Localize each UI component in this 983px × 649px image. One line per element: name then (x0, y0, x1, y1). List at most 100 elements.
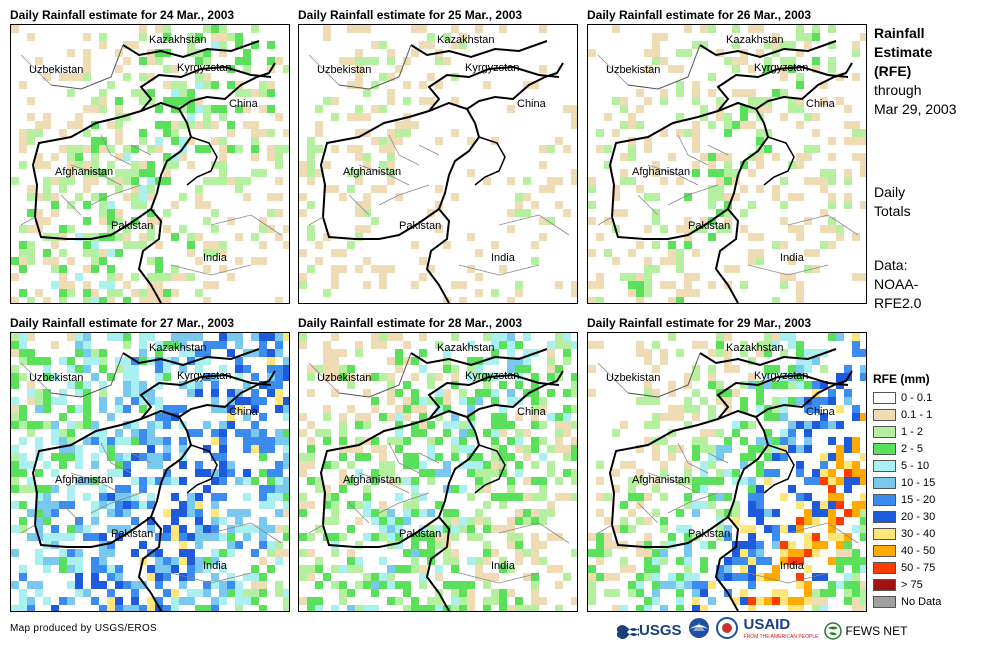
legend-item: 2 - 5 (873, 440, 941, 457)
country-boundaries (597, 40, 859, 303)
rainfall-panel-4: Daily Rainfall estimate for 27 Mar., 200… (10, 316, 294, 616)
legend-swatch (873, 561, 896, 574)
label-afghanistan: Afghanistan (55, 474, 113, 486)
legend-swatch (873, 510, 896, 523)
panel-title: Daily Rainfall estimate for 28 Mar., 200… (298, 316, 523, 330)
legend-swatch (873, 391, 896, 404)
rainfall-map: Kazakhstan Uzbekistan Kyrgyzstan China A… (298, 24, 578, 304)
panel-title: Daily Rainfall estimate for 26 Mar., 200… (587, 8, 812, 22)
legend-swatch (873, 442, 896, 455)
panel-title: Daily Rainfall estimate for 25 Mar., 200… (298, 8, 523, 22)
legend-swatch (873, 578, 896, 591)
label-kazakhstan: Kazakhstan (149, 34, 206, 46)
map-credit: Map produced by USGS/EROS (10, 623, 158, 634)
label-pakistan: Pakistan (111, 528, 153, 540)
rainfall-raster (11, 25, 289, 303)
label-china: China (517, 98, 547, 110)
legend-label: 30 - 40 (901, 527, 936, 540)
rfe-legend: RFE (mm) 0 - 0.1 0.1 - 1 1 - 2 2 - 5 5 - 10 1… (873, 372, 941, 610)
label-india: India (203, 252, 228, 264)
legend-label: 10 - 15 (901, 476, 936, 489)
label-afghanistan: Afghanistan (343, 166, 401, 178)
globe-icon (824, 621, 843, 640)
label-kyrgyzstan: Kyrgyzstan (465, 370, 519, 382)
label-china: China (229, 406, 259, 418)
label-uzbekistan: Uzbekistan (317, 64, 371, 76)
legend-title: RFE (mm) (873, 372, 930, 386)
panel-title: Daily Rainfall estimate for 27 Mar., 200… (10, 316, 235, 330)
legend-label: > 75 (901, 578, 923, 591)
legend-item: > 75 (873, 576, 941, 593)
label-pakistan: Pakistan (111, 220, 153, 232)
label-pakistan: Pakistan (688, 528, 730, 540)
legend-heading: Rainfall Estimate (RFE) through Mar 29, … (874, 25, 957, 117)
legend-item: 50 - 75 (873, 559, 941, 576)
legend-label: 15 - 20 (901, 493, 936, 506)
legend-item: 20 - 30 (873, 508, 941, 525)
label-afghanistan: Afghanistan (632, 166, 690, 178)
daily-totals-note: Daily Totals (874, 184, 911, 219)
label-kyrgyzstan: Kyrgyzstan (754, 370, 808, 382)
label-afghanistan: Afghanistan (632, 474, 690, 486)
label-pakistan: Pakistan (399, 528, 441, 540)
label-afghanistan: Afghanistan (55, 166, 113, 178)
legend-swatch (873, 408, 896, 421)
legend-item: 1 - 2 (873, 423, 941, 440)
country-boundaries (308, 40, 570, 303)
rainfall-map: Kazakhstan Uzbekistan Kyrgyzstan China A… (298, 332, 578, 612)
legend-label: 50 - 75 (901, 561, 936, 574)
legend-swatch (873, 476, 896, 489)
panel-title: Daily Rainfall estimate for 24 Mar., 200… (10, 8, 235, 22)
label-pakistan: Pakistan (688, 220, 730, 232)
legend-item: No Data (873, 593, 941, 610)
fewsnet-logo: FEWS NET (824, 621, 907, 640)
label-kyrgyzstan: Kyrgyzstan (465, 62, 519, 74)
label-kazakhstan: Kazakhstan (437, 342, 494, 354)
usgs-logo: USGS (617, 622, 682, 640)
legend-label: 0 - 0.1 (901, 391, 933, 404)
legend-label: 1 - 2 (901, 425, 924, 438)
label-india: India (203, 560, 228, 572)
country-boundaries (597, 348, 859, 611)
legend-item: 0 - 0.1 (873, 389, 941, 406)
label-china: China (806, 98, 836, 110)
legend-item: 15 - 20 (873, 491, 941, 508)
label-india: India (491, 252, 516, 264)
legend-swatch (873, 595, 896, 608)
label-uzbekistan: Uzbekistan (29, 372, 83, 384)
legend-label: 20 - 30 (901, 510, 936, 523)
label-india: India (780, 252, 805, 264)
label-uzbekistan: Uzbekistan (29, 64, 83, 76)
legend-item: 30 - 40 (873, 525, 941, 542)
legend-item: 0.1 - 1 (873, 406, 941, 423)
rainfall-map: Kazakhstan Uzbekistan Kyrgyzstan China A… (587, 332, 867, 612)
panel-title: Daily Rainfall estimate for 29 Mar., 200… (587, 316, 812, 330)
label-uzbekistan: Uzbekistan (606, 64, 660, 76)
country-boundaries (308, 348, 570, 611)
label-kazakhstan: Kazakhstan (726, 342, 783, 354)
legend-swatch (873, 527, 896, 540)
country-boundaries (20, 40, 282, 303)
label-kazakhstan: Kazakhstan (437, 34, 494, 46)
legend-item: 10 - 15 (873, 474, 941, 491)
label-pakistan: Pakistan (399, 220, 441, 232)
rainfall-panel-5: Daily Rainfall estimate for 28 Mar., 200… (298, 316, 582, 616)
noaa-logo (688, 617, 710, 644)
rainfall-map: Kazakhstan Uzbekistan Kyrgyzstan China A… (10, 332, 290, 612)
legend-label: 2 - 5 (901, 442, 924, 455)
legend-swatch (873, 425, 896, 438)
label-india: India (780, 560, 805, 572)
rainfall-raster (299, 333, 577, 611)
rainfall-map: Kazakhstan Uzbekistan Kyrgyzstan China A… (587, 24, 867, 304)
legend-label: No Data (901, 595, 942, 608)
label-kyrgyzstan: Kyrgyzstan (177, 62, 231, 74)
legend-label: 0.1 - 1 (901, 408, 933, 421)
logo-strip: USGS USAID FROM THE AMERICAN PEOPLE FEWS… (617, 617, 907, 644)
legend-label: 5 - 10 (901, 459, 930, 472)
label-china: China (806, 406, 836, 418)
rainfall-raster (588, 25, 866, 303)
rainfall-panel-6: Daily Rainfall estimate for 29 Mar., 200… (587, 316, 871, 616)
rainfall-panel-2: Daily Rainfall estimate for 25 Mar., 200… (298, 8, 582, 308)
legend-item: 5 - 10 (873, 457, 941, 474)
rainfall-map: Kazakhstan Uzbekistan Kyrgyzstan China A… (10, 24, 290, 304)
